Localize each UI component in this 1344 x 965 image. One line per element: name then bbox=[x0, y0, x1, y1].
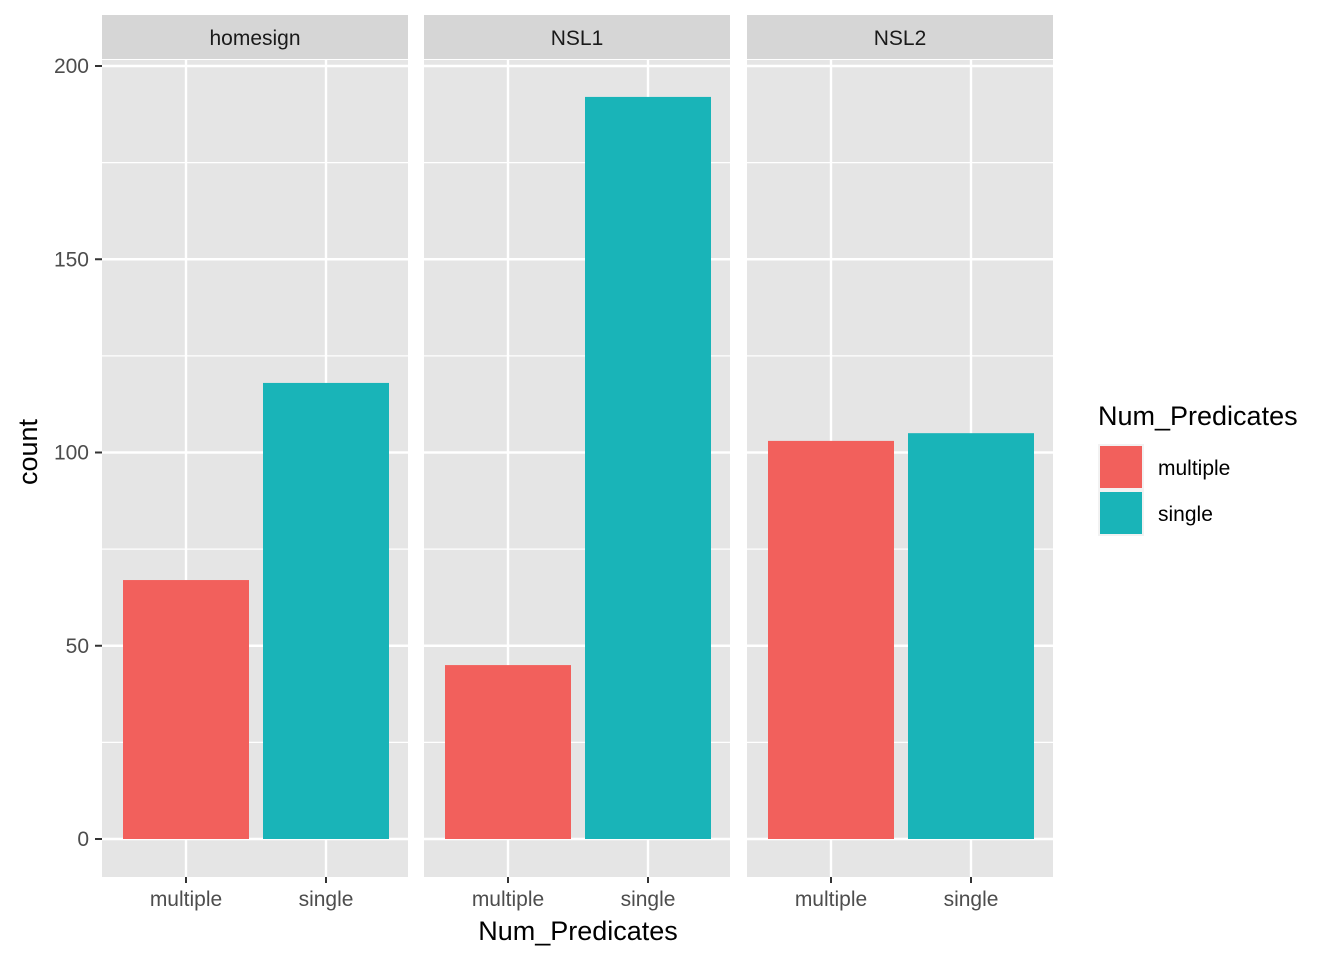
y-axis-title: count bbox=[13, 418, 43, 485]
legend-key-single bbox=[1100, 492, 1142, 534]
x-tick-label: multiple bbox=[150, 888, 222, 911]
facet-label: NSL2 bbox=[874, 27, 927, 50]
bar-homesign-single bbox=[263, 382, 389, 839]
y-axis: 0 50 100 150 200 bbox=[54, 55, 102, 851]
facet-panel-NSL1: NSL1 multiple single bbox=[424, 15, 730, 911]
bar-NSL1-single bbox=[585, 96, 711, 840]
bar-NSL2-multiple bbox=[768, 440, 894, 839]
legend-label-multiple: multiple bbox=[1158, 457, 1230, 480]
facet-label: NSL1 bbox=[551, 27, 604, 50]
x-tick-label: multiple bbox=[472, 888, 544, 911]
x-tick-label: single bbox=[299, 888, 354, 911]
y-tick-label: 150 bbox=[54, 248, 89, 271]
facet-panel-homesign: homesign multiple single bbox=[102, 15, 408, 911]
x-tick-label: single bbox=[944, 888, 999, 911]
facet-label: homesign bbox=[209, 27, 300, 50]
x-tick-label: single bbox=[621, 888, 676, 911]
y-tick-label: 200 bbox=[54, 55, 89, 78]
legend-title: Num_Predicates bbox=[1098, 401, 1298, 431]
legend: Num_Predicates multiple single bbox=[1098, 401, 1298, 536]
y-tick-label: 100 bbox=[54, 442, 89, 465]
x-axis-title: Num_Predicates bbox=[478, 916, 678, 946]
facet-panel-NSL2: NSL2 multiple single bbox=[747, 15, 1053, 911]
facet-strip bbox=[102, 15, 408, 59]
legend-key-multiple bbox=[1100, 446, 1142, 488]
facet-strip bbox=[747, 15, 1053, 59]
bar-NSL2-single bbox=[908, 433, 1034, 839]
y-tick-label: 50 bbox=[66, 635, 89, 658]
panels-layer: homesign multiple single NSL1 multiple single… bbox=[102, 15, 1053, 911]
bar-homesign-multiple bbox=[123, 580, 249, 839]
facet-strip bbox=[424, 15, 730, 59]
bar-NSL1-multiple bbox=[445, 665, 571, 839]
x-tick-label: multiple bbox=[795, 888, 867, 911]
legend-label-single: single bbox=[1158, 503, 1213, 526]
y-tick-label: 0 bbox=[77, 828, 89, 851]
